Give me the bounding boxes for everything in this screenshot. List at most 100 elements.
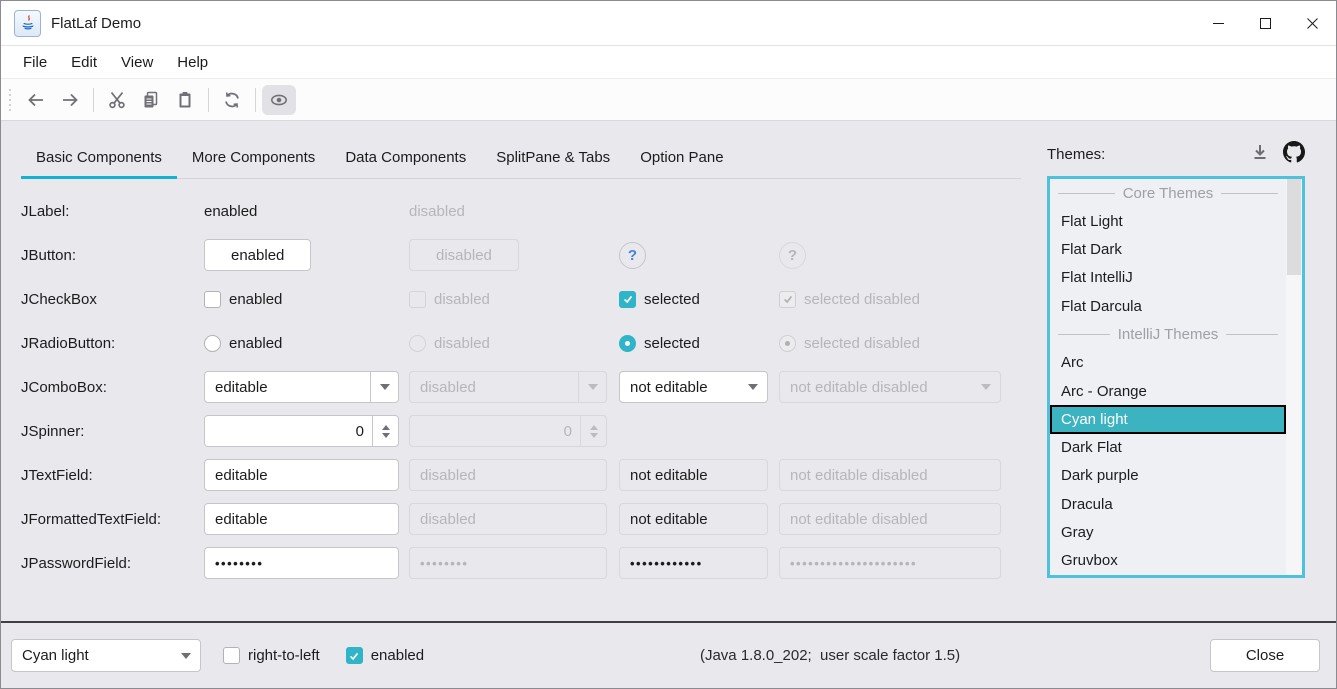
- tab-strip: Basic Components More Components Data Co…: [21, 121, 1021, 179]
- theme-item-gruvbox[interactable]: Gruvbox: [1061, 552, 1118, 570]
- status-text: (Java 1.8.0_202; user scale factor 1.5): [699, 647, 961, 664]
- checkbox-label: right-to-left: [248, 647, 320, 664]
- spinner-arrows-icon: [580, 416, 606, 446]
- theme-item-flat-light[interactable]: Flat Light: [1061, 212, 1123, 230]
- radio-icon: [409, 334, 426, 352]
- row-label: JTextField:: [21, 466, 93, 484]
- checkbox-label: enabled: [370, 647, 425, 664]
- theme-item-dracula[interactable]: Dracula: [1061, 495, 1113, 513]
- toolbar-separator: [208, 87, 209, 112]
- theme-item-flat-dark[interactable]: Flat Dark: [1061, 241, 1122, 259]
- tab-more-components[interactable]: More Components: [191, 149, 316, 166]
- download-icon[interactable]: [1250, 142, 1270, 167]
- checkbox-enabled[interactable]: enabled: [204, 290, 282, 308]
- theme-item-gray[interactable]: Gray: [1061, 524, 1094, 542]
- checkbox-icon[interactable]: [619, 290, 636, 308]
- title-bar: FlatLaf Demo: [1, 1, 1336, 46]
- menu-file[interactable]: File: [23, 53, 48, 71]
- theme-item-cyan-light-selected[interactable]: Cyan light: [1050, 405, 1286, 434]
- bottom-bar: Cyan light right-to-left enabled (Java 1…: [1, 621, 1336, 688]
- passwordfield-disabled: ••••••••: [409, 547, 607, 579]
- window-title: FlatLaf Demo: [51, 14, 142, 32]
- close-window-button[interactable]: [1289, 1, 1336, 45]
- combobox-arrow-icon: [578, 372, 606, 402]
- close-button[interactable]: Close: [1210, 639, 1320, 672]
- checkbox-icon[interactable]: [345, 647, 363, 664]
- tab-option-pane[interactable]: Option Pane: [640, 149, 724, 166]
- tab-data-components[interactable]: Data Components: [345, 149, 467, 166]
- row-label: JComboBox:: [21, 378, 107, 396]
- checkbox-selected[interactable]: selected: [619, 290, 700, 308]
- spinner-enabled[interactable]: 0: [204, 415, 399, 447]
- jlabel-disabled: disabled: [409, 202, 465, 220]
- themes-panel: Themes: Core Themes Flat L: [1021, 121, 1336, 621]
- row-jspinner: JSpinner: 0 0: [21, 409, 1021, 453]
- combobox-not-editable[interactable]: not editable: [619, 371, 768, 403]
- row-jradiobutton: JRadioButton: enabled disabled selected …: [21, 321, 1021, 365]
- scrollbar-thumb[interactable]: [1287, 179, 1301, 275]
- passwordfield-not-editable-disabled: •••••••••••••••••••••: [779, 547, 1001, 579]
- theme-list-scrollbar[interactable]: [1286, 179, 1302, 575]
- row-jformattedtextfield: JFormattedTextField: editable disabled n…: [21, 497, 1021, 541]
- back-arrow-icon: [26, 90, 46, 110]
- radio-selected[interactable]: selected: [619, 334, 700, 352]
- theme-item-flat-darcula[interactable]: Flat Darcula: [1061, 297, 1142, 315]
- main-panel: Basic Components More Components Data Co…: [1, 121, 1021, 621]
- radio-icon: [779, 334, 796, 352]
- jbutton-enabled[interactable]: enabled: [204, 239, 312, 271]
- maximize-button[interactable]: [1242, 1, 1289, 45]
- checkbox-icon[interactable]: [204, 290, 221, 308]
- minimize-button[interactable]: [1195, 1, 1242, 45]
- cut-button[interactable]: [100, 85, 134, 115]
- row-label: JCheckBox: [21, 290, 97, 308]
- combobox-arrow-icon[interactable]: [172, 640, 200, 671]
- themes-label: Themes:: [1047, 145, 1106, 163]
- cut-icon: [107, 90, 127, 110]
- combobox-arrow-icon[interactable]: [370, 372, 398, 402]
- passwordfield-editable[interactable]: ••••••••: [204, 547, 399, 579]
- toolbar-grip[interactable]: [9, 88, 11, 111]
- radio-icon[interactable]: [204, 334, 221, 352]
- formattedtextfield-editable[interactable]: editable: [204, 503, 399, 535]
- radio-icon[interactable]: [619, 334, 636, 352]
- spinner-arrows-icon[interactable]: [372, 416, 398, 446]
- copy-button[interactable]: [134, 85, 168, 115]
- radio-enabled[interactable]: enabled: [204, 334, 282, 352]
- enabled-checkbox[interactable]: enabled: [345, 647, 425, 664]
- theme-item-dark-purple[interactable]: Dark purple: [1061, 467, 1139, 485]
- theme-group-separator: IntelliJ Themes: [1050, 320, 1286, 348]
- checkbox-icon[interactable]: [223, 647, 240, 664]
- jbutton-disabled: disabled: [409, 239, 519, 271]
- paste-icon: [175, 90, 195, 110]
- forward-button[interactable]: [53, 85, 87, 115]
- theme-item-arc-orange[interactable]: Arc - Orange: [1061, 382, 1147, 400]
- right-to-left-checkbox[interactable]: right-to-left: [223, 647, 320, 664]
- paste-button[interactable]: [168, 85, 202, 115]
- checkbox-icon: [779, 290, 796, 308]
- checkbox-disabled: disabled: [409, 290, 490, 308]
- theme-item-flat-intellij[interactable]: Flat IntelliJ: [1061, 269, 1133, 287]
- back-button[interactable]: [19, 85, 53, 115]
- formattedtextfield-disabled: disabled: [409, 503, 607, 535]
- theme-item-dark-flat[interactable]: Dark Flat: [1061, 439, 1122, 457]
- combobox-arrow-icon[interactable]: [739, 372, 767, 402]
- row-label: JPasswordField:: [21, 554, 132, 572]
- theme-item-arc[interactable]: Arc: [1061, 354, 1084, 372]
- checkbox-icon: [409, 290, 426, 308]
- theme-selector-combobox[interactable]: Cyan light: [11, 639, 201, 672]
- toolbar-separator: [93, 87, 94, 112]
- row-jtextfield: JTextField: editable disabled not editab…: [21, 453, 1021, 497]
- menu-view[interactable]: View: [121, 53, 154, 71]
- textfield-editable[interactable]: editable: [204, 459, 399, 491]
- github-icon[interactable]: [1283, 140, 1305, 168]
- menu-help[interactable]: Help: [177, 53, 209, 71]
- tab-basic-components[interactable]: Basic Components: [21, 140, 177, 179]
- checkbox-label: disabled: [434, 290, 490, 308]
- refresh-button[interactable]: [215, 85, 249, 115]
- help-button[interactable]: ?: [619, 241, 646, 269]
- combobox-editable[interactable]: editable: [204, 371, 399, 403]
- tab-splitpane-tabs[interactable]: SplitPane & Tabs: [496, 149, 611, 166]
- show-toggle-button[interactable]: [262, 84, 296, 115]
- menu-edit[interactable]: Edit: [71, 53, 98, 71]
